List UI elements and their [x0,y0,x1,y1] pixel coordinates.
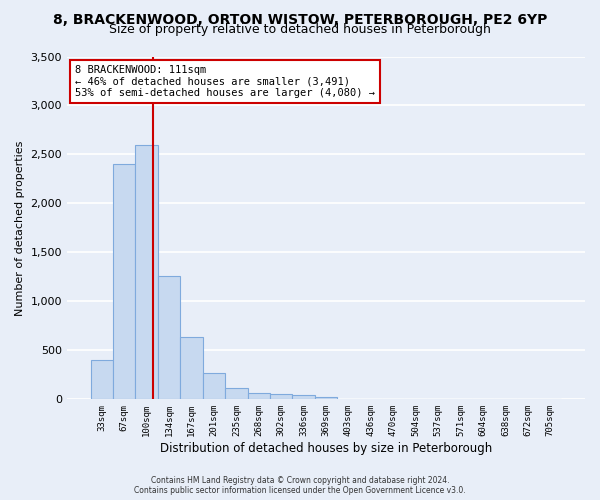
X-axis label: Distribution of detached houses by size in Peterborough: Distribution of detached houses by size … [160,442,492,455]
Bar [203,373,225,400]
Bar [113,164,136,400]
Bar [136,144,158,400]
Text: Contains HM Land Registry data © Crown copyright and database right 2024.
Contai: Contains HM Land Registry data © Crown c… [134,476,466,495]
Bar [315,397,337,400]
Bar [292,396,315,400]
Bar [225,388,248,400]
Bar [180,337,203,400]
Y-axis label: Number of detached properties: Number of detached properties [15,140,25,316]
Text: 8 BRACKENWOOD: 111sqm
← 46% of detached houses are smaller (3,491)
53% of semi-d: 8 BRACKENWOOD: 111sqm ← 46% of detached … [75,65,375,98]
Text: Size of property relative to detached houses in Peterborough: Size of property relative to detached ho… [109,22,491,36]
Bar [270,394,292,400]
Bar [91,360,113,400]
Text: 8, BRACKENWOOD, ORTON WISTOW, PETERBOROUGH, PE2 6YP: 8, BRACKENWOOD, ORTON WISTOW, PETERBOROU… [53,12,547,26]
Bar [158,276,180,400]
Bar [248,393,270,400]
